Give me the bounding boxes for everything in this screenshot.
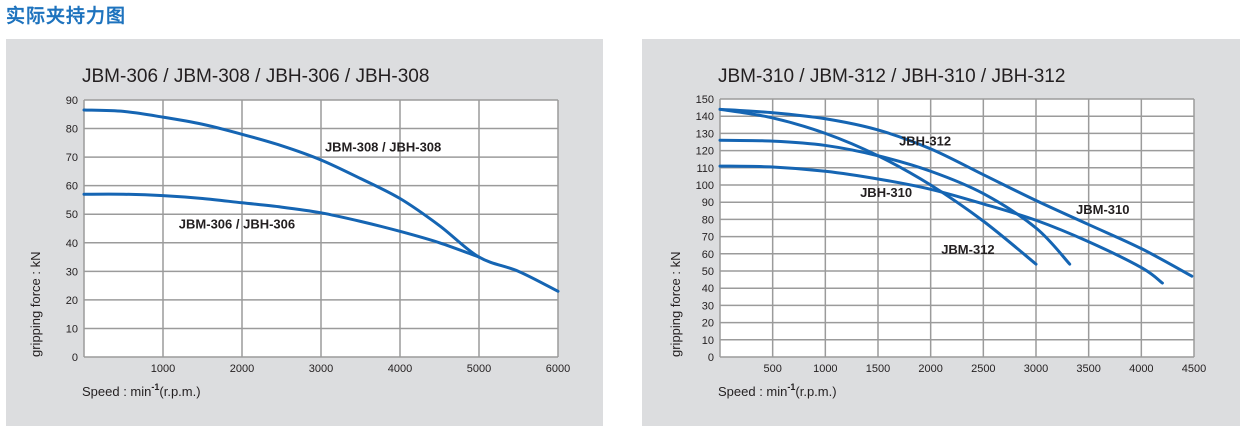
x-tick-label: 3500 [1076,363,1100,375]
x-tick-label: 6000 [546,363,570,375]
y-tick-label: 50 [702,266,714,278]
grid [83,99,559,358]
series-curves [718,107,1194,285]
y-ticks: 0 10 20 30 40 50 60 70 80 90 100 110 120 130 140 150 [696,94,714,364]
x-axis-label-sup: -1 [151,382,159,392]
x-tick-label: 2500 [971,363,995,375]
x-axis-label-main: Speed : min [82,384,151,399]
chart-title: JBM-310 / JBM-312 / JBH-310 / JBH-312 [718,66,1065,87]
y-axis-label: gripping force : kN [28,252,43,358]
y-tick-label: 40 [66,238,78,250]
series-label: JBM-308 / JBH-308 [325,139,441,154]
series-label: JBM-312 [941,242,994,257]
y-tick-label: 110 [696,163,714,175]
y-tick-label: 60 [702,249,714,261]
y-axis-label: gripping force : kN [668,252,683,358]
x-ticks: 500 1000 1500 2000 2500 3000 3500 4000 4500 [763,363,1206,375]
chart-panel-right: JBM-310 / JBM-312 / JBH-310 / JBH-312 JB… [642,39,1240,426]
chart-left-svg: JBM-306 / JBM-308 / JBH-306 / JBH-308 JB… [28,66,570,399]
y-tick-label: 70 [702,232,714,244]
x-tick-label: 2000 [918,363,942,375]
y-tick-label: 150 [696,94,714,106]
x-tick-label: 3000 [1024,363,1048,375]
y-tick-label: 10 [702,335,714,347]
series-label: JBM-306 / JBH-306 [179,217,295,232]
x-tick-label: 1000 [151,363,175,375]
x-tick-label: 1000 [813,363,837,375]
x-tick-label: 1500 [866,363,890,375]
series-label: JBH-312 [899,133,951,148]
chart-title: JBM-306 / JBM-308 / JBH-306 / JBH-308 [82,66,429,87]
y-tick-label: 60 [66,181,78,193]
x-tick-label: 3000 [309,363,333,375]
x-tick-label: 4000 [388,363,412,375]
y-tick-label: 90 [66,95,78,107]
y-tick-label: 120 [696,146,714,158]
series-labels: JBM-308 / JBH-308 JBM-306 / JBH-306 [179,139,441,231]
x-axis-label-sup: -1 [787,382,795,392]
series-labels: JBM-310 JBM-312 JBH-312 JBH-310 [860,133,1129,256]
y-tick-label: 140 [696,111,714,123]
y-tick-label: 30 [66,266,78,278]
y-tick-label: 0 [72,352,78,364]
x-tick-label: 2000 [230,363,254,375]
series-label: JBM-310 [1076,202,1129,217]
y-tick-label: 20 [66,295,78,307]
y-tick-label: 70 [66,152,78,164]
y-tick-label: 130 [696,128,714,140]
page-heading: 实际夹持力图 [6,5,127,27]
x-tick-label: 500 [763,363,781,375]
y-tick-label: 30 [702,300,714,312]
y-tick-label: 50 [66,209,78,221]
x-axis-label-tail: (r.p.m.) [159,384,200,399]
y-tick-label: 40 [702,283,714,295]
x-tick-label: 4000 [1129,363,1153,375]
series-line-jbm-306-jbh-306 [82,192,481,259]
y-tick-label: 0 [708,352,714,364]
y-tick-label: 90 [702,197,714,209]
x-axis-label-tail: (r.p.m.) [795,384,836,399]
grid [719,98,1195,358]
y-tick-label: 80 [702,214,714,226]
y-ticks: 0 10 20 30 40 50 60 70 80 90 [66,95,78,364]
x-axis-label: Speed : min-1(r.p.m.) [718,382,837,399]
series-line-jbm-310 [718,107,1194,278]
x-tick-label: 4500 [1182,363,1206,375]
series-line-jbh-312 [718,138,1072,266]
y-tick-label: 20 [702,318,714,330]
x-tick-label: 5000 [467,363,491,375]
x-ticks: 1000 2000 3000 4000 5000 6000 [151,363,570,375]
plot-area [720,99,1194,357]
y-tick-label: 10 [66,323,78,335]
series-curves [82,108,560,293]
y-tick-label: 100 [696,180,714,192]
series-line-jbh-310 [718,164,1164,285]
x-axis-label-main: Speed : min [718,384,787,399]
x-axis-label: Speed : min-1(r.p.m.) [82,382,201,399]
chart-panel-left: JBM-306 / JBM-308 / JBH-306 / JBH-308 JB… [6,39,603,426]
y-tick-label: 80 [66,124,78,136]
series-label: JBH-310 [860,185,912,200]
chart-right-svg: JBM-310 / JBM-312 / JBH-310 / JBH-312 JB… [668,66,1206,399]
